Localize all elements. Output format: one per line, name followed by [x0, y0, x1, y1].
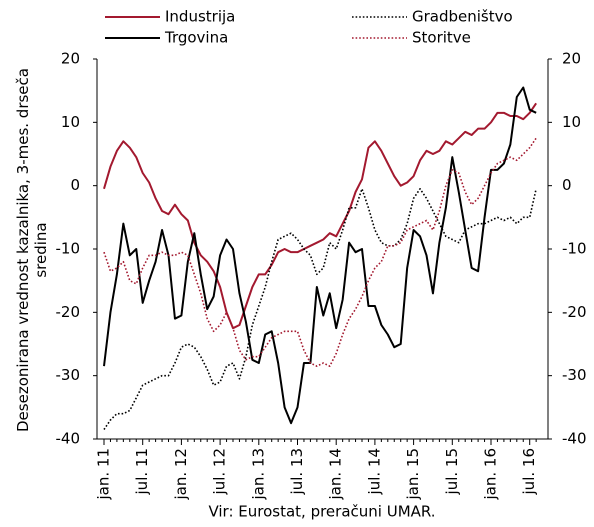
x-tick-label: jan. 16 — [482, 448, 500, 501]
x-tick-label: jul. 14 — [365, 448, 383, 495]
x-tick-label: jan. 13 — [249, 448, 267, 501]
y-tick-label: -40 — [56, 430, 81, 448]
y2-tick-label: -10 — [562, 240, 587, 258]
x-tick-label: jul. 15 — [443, 448, 461, 495]
x-tick-label: jul. 11 — [133, 448, 151, 495]
series-line — [103, 188, 537, 430]
y2-tick-label: 10 — [562, 113, 581, 131]
y-axis-label: Desezonirana vrednost kazalnika, 3-mes. … — [14, 68, 50, 432]
series-line — [103, 102, 537, 330]
source: Vir: Eurostat, preračuni UMAR. — [208, 503, 435, 521]
x-tick-label: jan. 15 — [404, 448, 422, 501]
y-tick-label: -20 — [56, 303, 81, 321]
y-tick-label: -10 — [56, 240, 81, 258]
x-tick-label: jan. 14 — [327, 448, 345, 501]
x-tick-label: jul. 16 — [520, 448, 538, 495]
series-line — [103, 86, 537, 425]
legend-label: Trgovina — [164, 29, 228, 47]
legend-label: Storitve — [412, 29, 471, 47]
y2-tick-label: 20 — [562, 50, 581, 68]
legend-label: Gradbeništvo — [412, 8, 513, 26]
y-tick-label: -30 — [56, 366, 81, 384]
x-tick-label: jul. 13 — [288, 448, 306, 495]
legend-label: Industrija — [165, 8, 235, 26]
y2-tick-label: -30 — [562, 366, 587, 384]
y-tick-label: 10 — [61, 113, 80, 131]
x-tick-label: jul. 12 — [211, 448, 229, 495]
y2-tick-label: 0 — [562, 176, 572, 194]
x-tick-label: jan. 11 — [95, 448, 113, 501]
y2-tick-label: -20 — [562, 303, 587, 321]
series-line — [103, 137, 537, 367]
x-tick-label: jan. 12 — [172, 448, 190, 501]
y-tick-label: 0 — [70, 176, 80, 194]
y2-tick-label: -40 — [562, 430, 587, 448]
y-tick-label: 20 — [61, 50, 80, 68]
